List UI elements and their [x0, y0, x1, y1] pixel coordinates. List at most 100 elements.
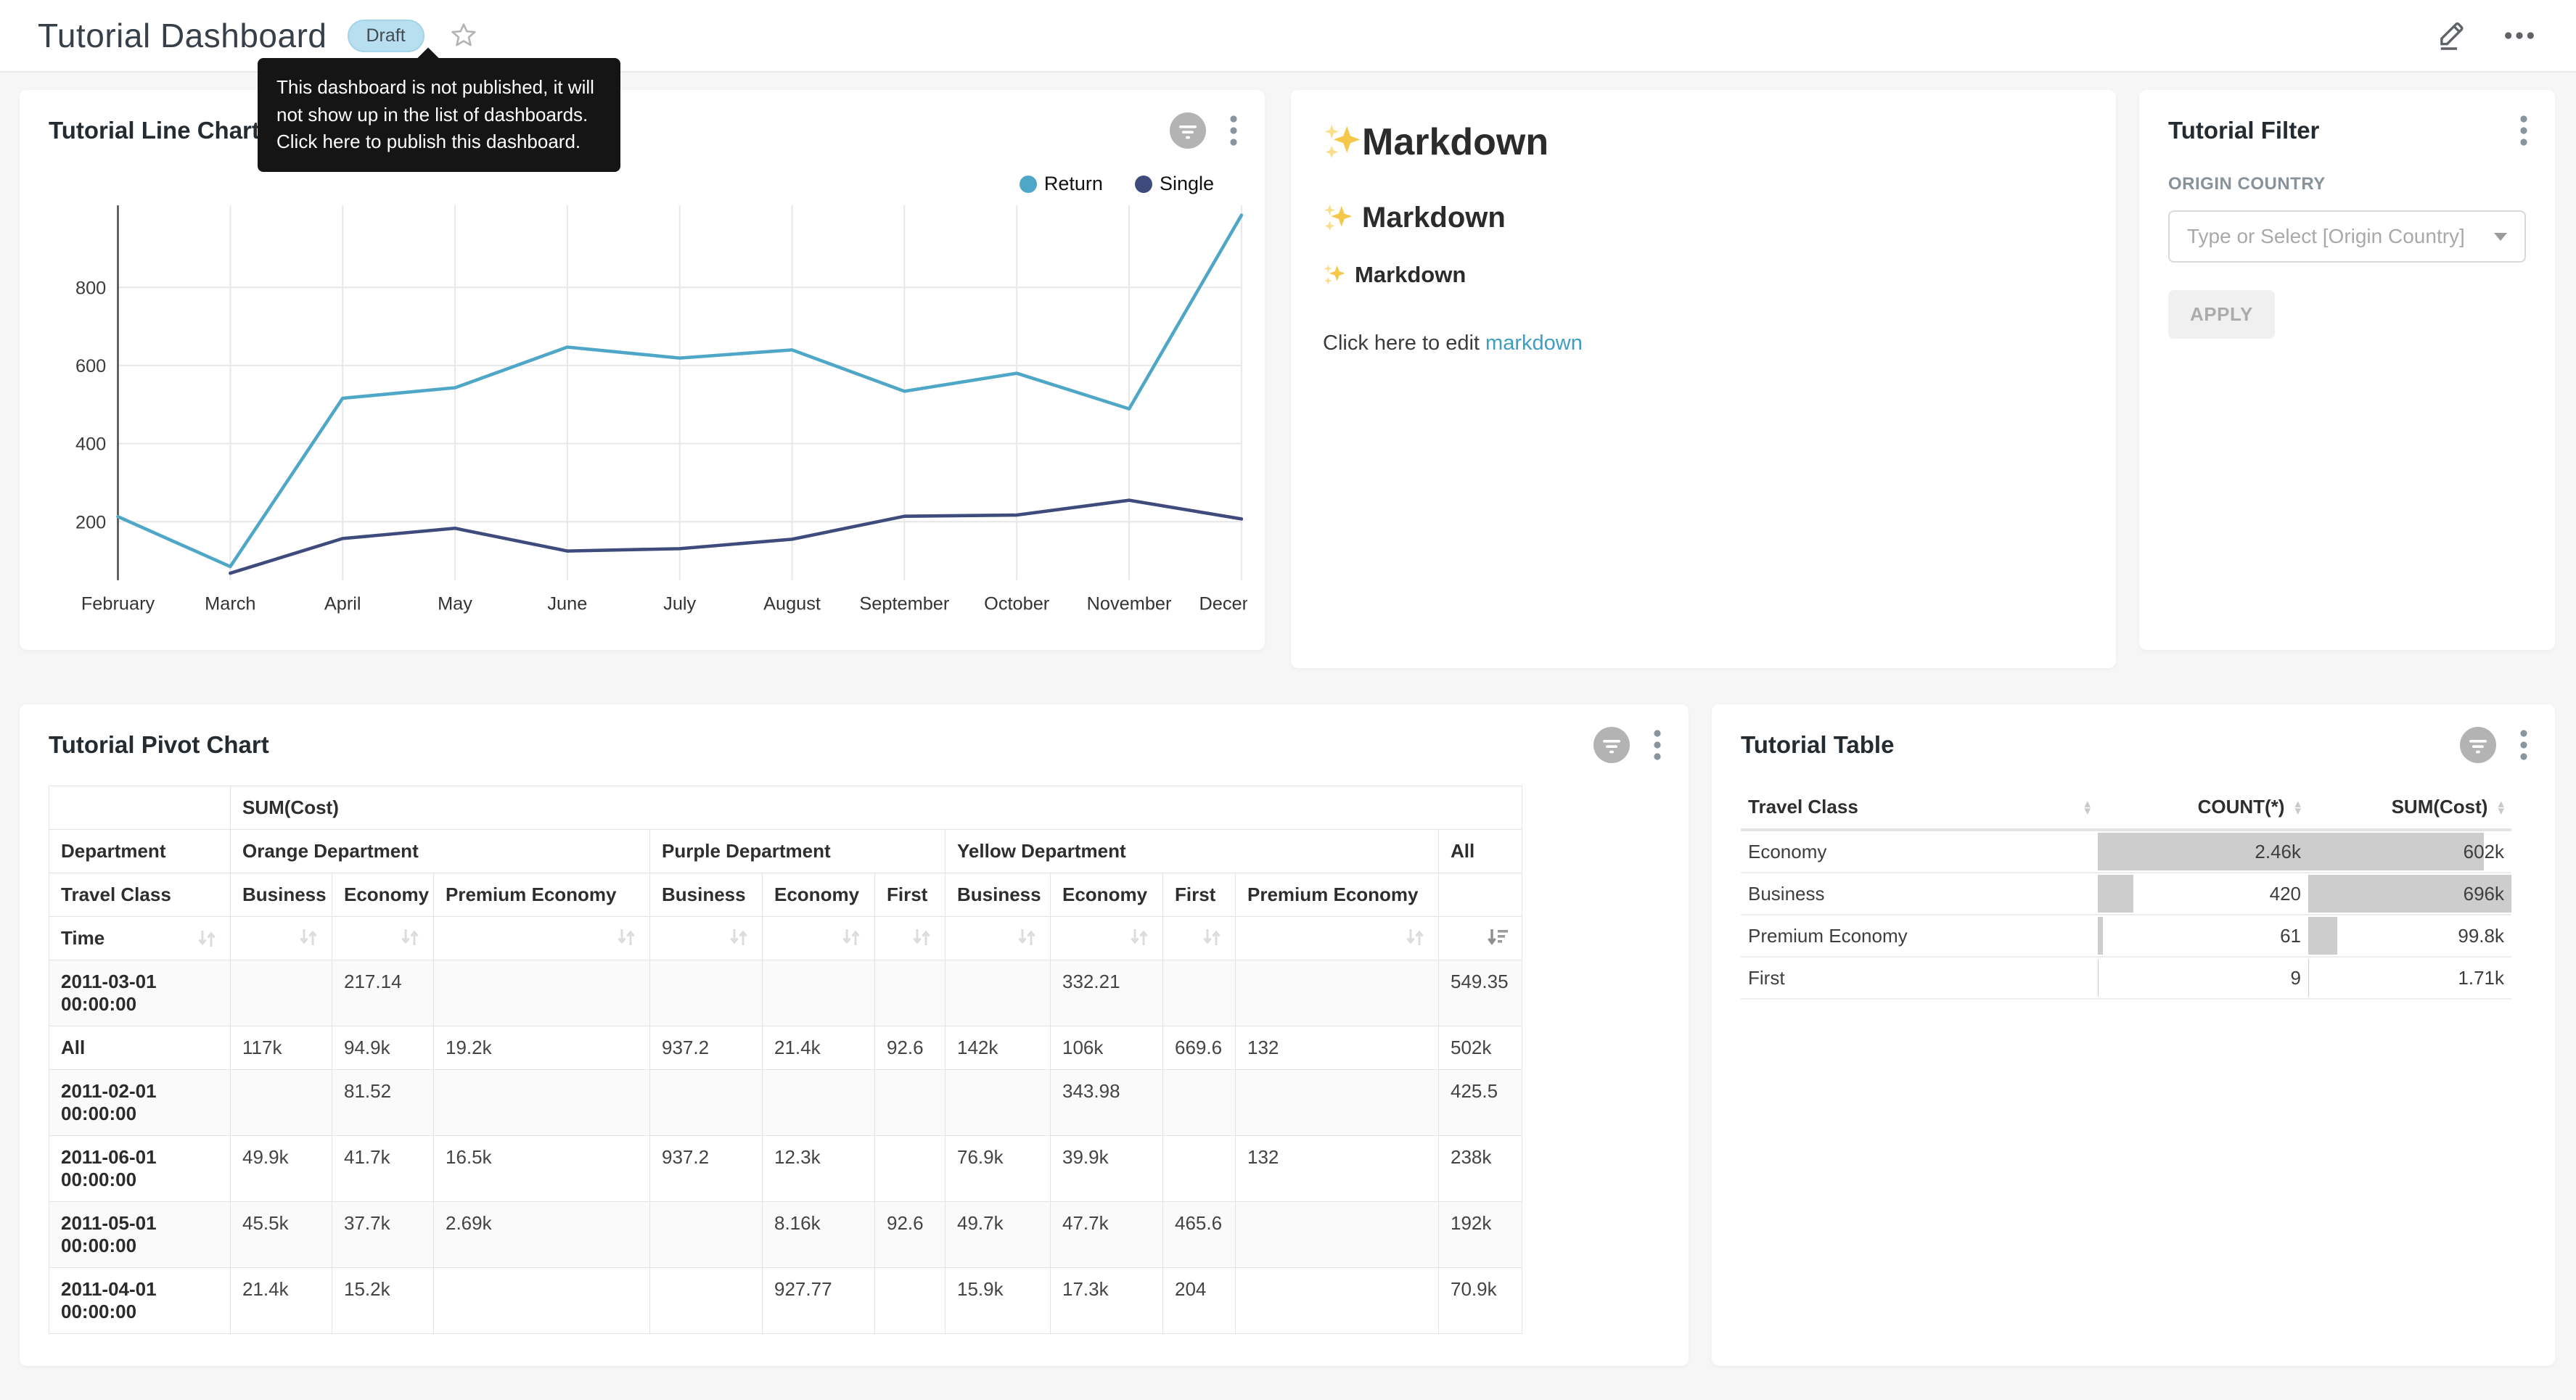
- status-badge[interactable]: Draft: [347, 19, 424, 52]
- sort-icon[interactable]: [398, 927, 422, 947]
- pivot-cell: [1162, 1069, 1236, 1136]
- pivot-class-header: First: [874, 873, 946, 917]
- pivot-class-header: Business: [945, 873, 1051, 917]
- publish-tooltip[interactable]: This dashboard is not published, it will…: [258, 58, 620, 173]
- pivot-row: 2011-04-01 00:00:00 21.4k 15.2k 927.77 15.9k…: [49, 1267, 1523, 1334]
- markdown-h3: Markdown: [1323, 262, 2084, 288]
- pivot-cell: [945, 960, 1051, 1026]
- column-header-sum-cost[interactable]: SUM(Cost) ▴ ▾: [2308, 786, 2511, 831]
- pivot-cell: 49.7k: [945, 1201, 1051, 1268]
- legend-item-return[interactable]: Return: [1019, 173, 1103, 195]
- pivot-cell: [433, 960, 650, 1026]
- pivot-column-sort[interactable]: [1162, 916, 1236, 960]
- count-bar: [2098, 917, 2104, 955]
- pivot-cell: 238k: [1437, 1135, 1523, 1202]
- svg-text:November: November: [1087, 593, 1172, 614]
- pivot-cell: 15.2k: [332, 1267, 434, 1334]
- legend-item-single[interactable]: Single: [1134, 173, 1214, 195]
- kebab-menu-icon[interactable]: [2519, 726, 2529, 764]
- pivot-cell: 39.9k: [1050, 1135, 1163, 1202]
- travel-class-cell: Business: [1741, 873, 2098, 915]
- select-placeholder: Type or Select [Origin Country]: [2187, 225, 2465, 247]
- pivot-dept-header: Yellow Department: [945, 829, 1439, 873]
- sort-icon[interactable]: [297, 927, 320, 947]
- pivot-column-sort[interactable]: [649, 916, 763, 960]
- sort-icon[interactable]: [1403, 927, 1427, 947]
- svg-text:June: June: [547, 593, 587, 614]
- sort-carets-icon: ▴ ▾: [2498, 796, 2504, 818]
- sparkles-icon: [1324, 124, 1361, 159]
- pivot-cell: 142k: [945, 1026, 1051, 1070]
- sort-desc-icon[interactable]: [1485, 927, 1510, 947]
- kebab-menu-icon[interactable]: [1652, 726, 1662, 764]
- svg-text:800: 800: [75, 278, 106, 298]
- pivot-cell: 81.52: [332, 1069, 434, 1136]
- travel-class-cell: First: [1741, 957, 2098, 1000]
- svg-text:October: October: [984, 593, 1050, 614]
- more-actions-icon[interactable]: [2501, 19, 2538, 52]
- pivot-cell: [230, 1069, 332, 1136]
- pivot-row: All 117k 94.9k 19.2k 937.2 21.4k 92.6 142k 106k 6…: [49, 1026, 1523, 1070]
- pivot-time-header[interactable]: Time: [49, 916, 231, 960]
- pivot-cell: 132: [1235, 1135, 1439, 1202]
- cross-filter-icon[interactable]: [1169, 112, 1207, 149]
- panel-tutorial-filter: Tutorial Filter ORIGIN COUNTRY Type or S…: [2139, 90, 2555, 650]
- svg-text:400: 400: [75, 435, 106, 455]
- pivot-column-sort[interactable]: [1437, 916, 1523, 960]
- sort-icon[interactable]: [1015, 927, 1038, 947]
- origin-country-select[interactable]: Type or Select [Origin Country]: [2168, 210, 2526, 263]
- cross-filter-icon[interactable]: [2459, 726, 2497, 764]
- pivot-class-header: Economy: [1050, 873, 1163, 917]
- sort-icon[interactable]: [727, 927, 750, 947]
- pivot-dept-header: Orange Department: [230, 829, 650, 873]
- count-cell: 9: [2098, 957, 2308, 1000]
- sort-icon[interactable]: [1200, 927, 1223, 947]
- cross-filter-icon[interactable]: [1593, 726, 1630, 764]
- pivot-cell: [762, 1069, 875, 1136]
- pivot-cell: 132: [1235, 1026, 1439, 1070]
- sort-carets-icon: ▴ ▾: [2084, 796, 2091, 818]
- pivot-column-sort[interactable]: [332, 916, 434, 960]
- sort-icon[interactable]: [615, 927, 638, 947]
- panel-title: Tutorial Pivot Chart: [49, 731, 269, 758]
- pivot-column-sort[interactable]: [1235, 916, 1439, 960]
- pivot-cell: 927.77: [762, 1267, 875, 1334]
- page-title[interactable]: Tutorial Dashboard: [38, 17, 327, 54]
- favorite-star-icon[interactable]: [449, 21, 478, 50]
- sum-cell: 99.8k: [2308, 915, 2511, 958]
- column-header-count[interactable]: COUNT(*) ▴ ▾: [2098, 786, 2308, 831]
- markdown-edit-link[interactable]: markdown: [1485, 332, 1583, 355]
- pivot-column-sort[interactable]: [1050, 916, 1163, 960]
- pivot-cell: 2.69k: [433, 1201, 650, 1268]
- pivot-cell: 41.7k: [332, 1135, 434, 1202]
- legend-dot: [1019, 175, 1037, 193]
- pivot-corner-cell: [49, 786, 231, 830]
- sum-bar: [2308, 875, 2511, 913]
- sort-icon[interactable]: [1128, 927, 1151, 947]
- svg-text:September: September: [859, 593, 949, 614]
- sort-icon[interactable]: [840, 927, 863, 947]
- kebab-menu-icon[interactable]: [1228, 112, 1239, 149]
- pivot-column-sort[interactable]: [945, 916, 1051, 960]
- markdown-h1: Markdown: [1323, 120, 2084, 164]
- pivot-column-sort[interactable]: [433, 916, 650, 960]
- pivot-cell: 92.6: [874, 1201, 946, 1268]
- kebab-menu-icon[interactable]: [2519, 112, 2529, 149]
- sort-icon[interactable]: [910, 927, 933, 947]
- pivot-cell: 70.9k: [1437, 1267, 1523, 1334]
- publish-tooltip-text: This dashboard is not published, it will…: [276, 76, 594, 153]
- pivot-column-sort[interactable]: [874, 916, 946, 960]
- pivot-column-sort[interactable]: [762, 916, 875, 960]
- svg-text:March: March: [205, 593, 255, 614]
- line-chart-plot[interactable]: 200 400 600 800 February March April May June Jul…: [20, 198, 1265, 643]
- apply-button[interactable]: APPLY: [2168, 290, 2275, 339]
- panel-markdown[interactable]: Markdown Markdown Markdown Click here to…: [1291, 90, 2116, 668]
- pivot-cell: 425.5: [1437, 1069, 1523, 1136]
- column-header-travel-class[interactable]: Travel Class ▴ ▾: [1741, 786, 2098, 831]
- edit-dashboard-icon[interactable]: [2435, 19, 2469, 52]
- legend-label: Single: [1159, 173, 1214, 194]
- sort-icon[interactable]: [195, 928, 218, 949]
- count-bar: [2098, 959, 2099, 997]
- pivot-column-sort[interactable]: [230, 916, 332, 960]
- pivot-cell: 21.4k: [230, 1267, 332, 1334]
